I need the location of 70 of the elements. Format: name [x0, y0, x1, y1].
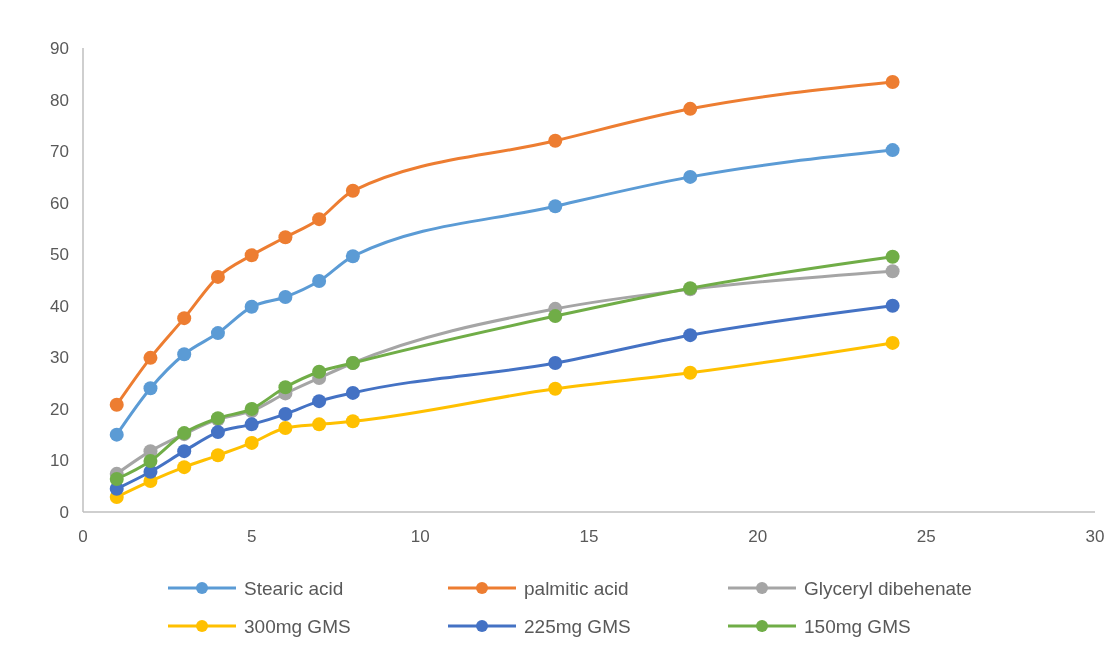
legend-label: Stearic acid: [244, 577, 344, 599]
x-tick-label: 25: [916, 527, 936, 546]
point: [885, 249, 900, 264]
y-tick-label: 40: [50, 296, 69, 316]
y-tick-label: 10: [50, 451, 69, 471]
point: [244, 417, 259, 432]
point: [885, 143, 900, 158]
point: [109, 397, 124, 412]
point: [109, 427, 124, 442]
point: [548, 381, 563, 396]
point: [312, 417, 327, 432]
y-tick-label: 30: [50, 348, 69, 368]
point: [548, 356, 563, 370]
legend-label: 150mg GMS: [804, 615, 911, 637]
y-tick-label: 80: [50, 90, 69, 110]
x-tick-label: 30: [1085, 527, 1105, 546]
point: [312, 212, 327, 227]
x-tick-label: 5: [246, 527, 257, 546]
y-tick-label: 90: [50, 38, 69, 58]
point: [345, 385, 360, 400]
legend-label: 300mg GMS: [244, 615, 351, 637]
point: [278, 230, 293, 245]
y-tick-label: 0: [59, 502, 69, 522]
point: [177, 347, 192, 362]
point: [143, 381, 158, 396]
legend-label: 225mg GMS: [524, 615, 631, 637]
x-tick-label: 15: [579, 527, 599, 546]
x-tick-label: 20: [748, 527, 768, 546]
point: [278, 420, 293, 435]
point: [177, 311, 192, 326]
point: [210, 448, 225, 463]
point: [683, 101, 698, 116]
point: [312, 364, 327, 379]
point: [548, 309, 563, 324]
point: [548, 133, 563, 148]
x-tick-label: 0: [78, 527, 88, 546]
point: [345, 249, 360, 264]
point: [548, 199, 563, 214]
y-tick-label: 70: [50, 142, 69, 162]
point: [683, 328, 698, 343]
point: [345, 414, 360, 429]
point: [885, 264, 900, 279]
point: [345, 183, 360, 198]
point: [177, 444, 192, 459]
point: [683, 169, 698, 184]
point: [312, 274, 327, 289]
point: [278, 380, 293, 395]
point: [177, 460, 192, 475]
point: [109, 472, 124, 486]
y-tick-label: 50: [50, 245, 69, 265]
point: [885, 298, 900, 313]
point: [312, 394, 327, 409]
legend-label: Glyceryl dibehenate: [804, 577, 972, 599]
point: [683, 365, 698, 380]
point: [278, 290, 293, 305]
point: [244, 299, 259, 314]
point: [210, 425, 225, 440]
y-tick-label: 60: [50, 193, 69, 213]
point: [244, 435, 259, 450]
point: [885, 75, 900, 90]
y-tick-label: 20: [50, 399, 69, 419]
point: [210, 269, 225, 284]
point: [885, 335, 900, 350]
point: [244, 248, 259, 263]
point: [278, 407, 293, 422]
point: [143, 453, 158, 468]
legend-label: palmitic acid: [524, 577, 629, 599]
x-tick-label: 10: [410, 527, 430, 546]
point: [210, 326, 225, 341]
point: [143, 350, 158, 365]
